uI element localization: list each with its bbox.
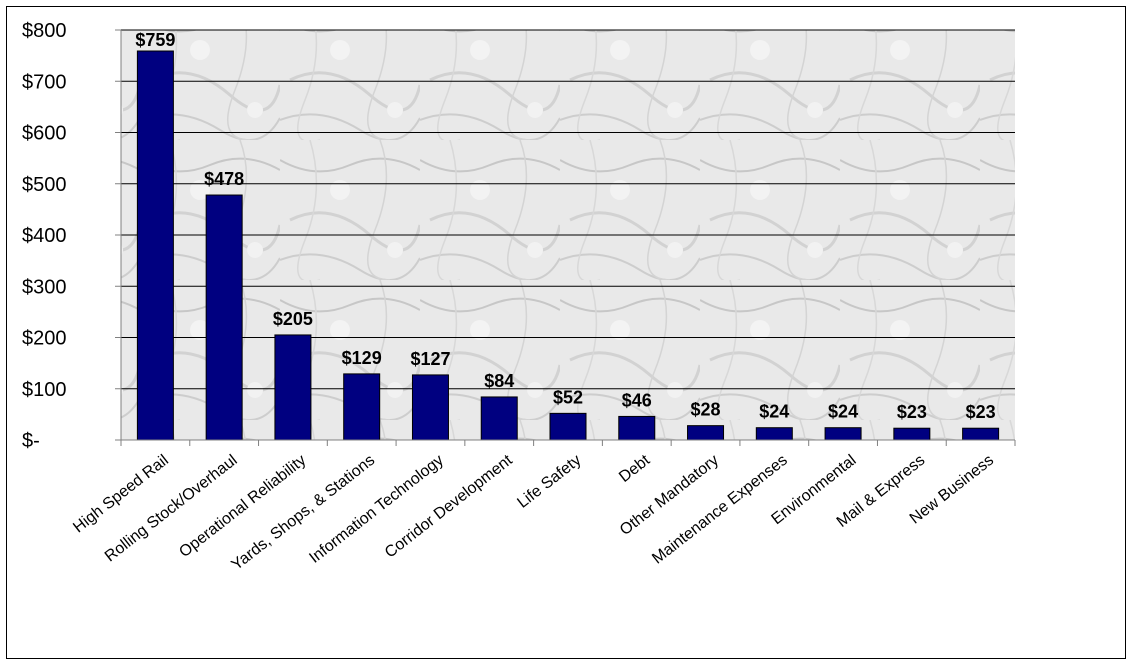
bar <box>893 427 931 441</box>
category-label: Information Technology <box>306 452 447 567</box>
bar <box>136 50 174 441</box>
bar <box>549 412 587 441</box>
gridlines <box>121 29 1015 390</box>
bar <box>411 374 449 441</box>
data-label: $24 <box>828 402 858 422</box>
y-tick-label: $200 <box>22 328 67 350</box>
y-tick-label: $300 <box>22 276 67 298</box>
category-label: Maintenance Expenses <box>649 452 791 568</box>
y-tick-label: $- <box>22 430 40 452</box>
y-tick-label: $800 <box>22 20 67 42</box>
data-label: $127 <box>410 349 450 369</box>
bars <box>136 50 1000 441</box>
data-label: $46 <box>622 390 652 410</box>
bar <box>962 427 1000 441</box>
data-labels: $759 $478 $205 $129 $127 $84 $52 $46 $28 $24 $24 $2… <box>135 30 995 422</box>
category-label: Life Safety <box>514 452 584 512</box>
y-axis: $- $100 $200 $300 $400 $500 $600 $700 $800 <box>22 20 122 452</box>
data-label: $759 <box>135 30 175 50</box>
bar <box>480 396 518 441</box>
bar <box>343 373 381 441</box>
category-label: Yards, Shops, & Stations <box>228 452 378 574</box>
y-tick-label: $100 <box>22 379 67 401</box>
data-label: $478 <box>204 169 244 189</box>
data-label: $23 <box>897 402 927 422</box>
data-label: $24 <box>759 402 789 422</box>
bar <box>274 334 312 441</box>
data-label: $84 <box>484 371 514 391</box>
bar <box>205 194 243 441</box>
data-label: $28 <box>691 400 721 420</box>
category-label: Debt <box>616 451 654 486</box>
y-tick-label: $700 <box>22 71 67 93</box>
bar <box>618 415 656 441</box>
category-label: Operational Reliability <box>176 452 309 561</box>
bar <box>687 425 725 441</box>
y-tick-label: $500 <box>22 174 67 196</box>
bar <box>755 427 793 441</box>
category-label: Corridor Development <box>382 451 516 561</box>
bar <box>824 427 862 441</box>
data-label: $52 <box>553 387 583 407</box>
y-tick-label: $600 <box>22 123 67 145</box>
data-label: $205 <box>273 309 313 329</box>
data-label: $129 <box>342 348 382 368</box>
y-tick-label: $400 <box>22 225 67 247</box>
category-label: Rolling Stock/Overhaul <box>102 452 241 566</box>
data-label: $23 <box>966 402 996 422</box>
